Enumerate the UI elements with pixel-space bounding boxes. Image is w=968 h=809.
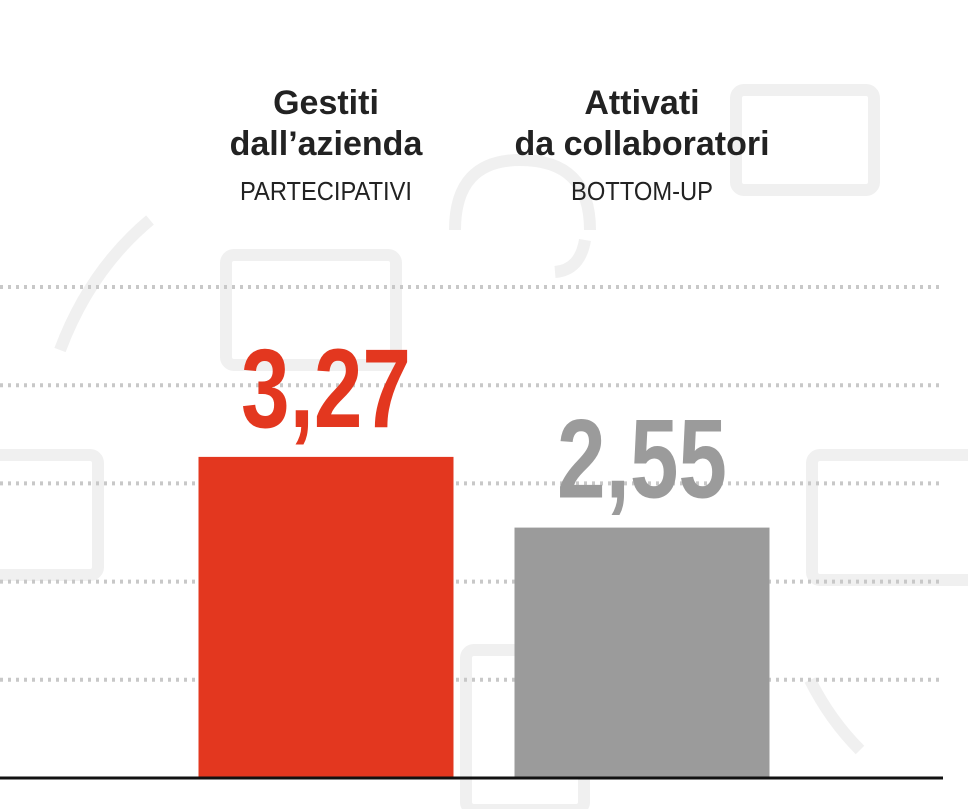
value-label: 3,27 xyxy=(241,326,411,451)
category-subtitle: PARTECIPATIVI xyxy=(240,176,412,206)
bar xyxy=(198,456,454,778)
bar xyxy=(514,527,770,778)
category-label: Attivati xyxy=(584,84,699,122)
category-label: Gestiti xyxy=(273,84,379,122)
category-label: da collaboratori xyxy=(514,125,769,163)
bars xyxy=(198,456,770,778)
category-label: dall’azienda xyxy=(230,125,424,163)
grid xyxy=(0,285,943,682)
background-icons xyxy=(0,84,968,809)
value-label: 2,55 xyxy=(557,397,727,522)
category-subtitle: BOTTOM-UP xyxy=(571,176,713,206)
